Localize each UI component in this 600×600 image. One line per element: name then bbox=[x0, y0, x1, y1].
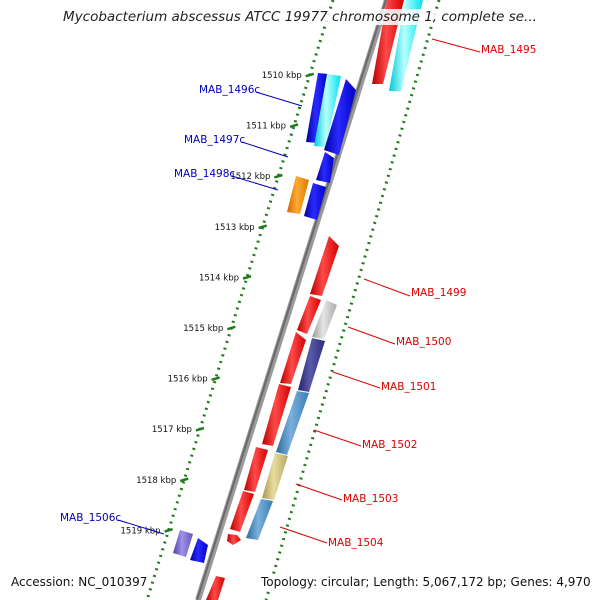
tick-label-1512: 1512 kbp bbox=[230, 172, 270, 182]
cds-feature-mab-1502[interactable] bbox=[276, 391, 309, 455]
tick-label-1514: 1514 kbp bbox=[199, 273, 239, 283]
label-leaders bbox=[117, 38, 481, 544]
backbone bbox=[195, 0, 390, 600]
map-title: Mycobacterium abscessus ATCC 19977 chrom… bbox=[0, 9, 600, 25]
tick-label-1519: 1519 kbp bbox=[121, 526, 161, 536]
tick-mark-1518 bbox=[179, 477, 189, 483]
leader-mab-1504 bbox=[279, 526, 328, 544]
cds-feature-mab-1506c-blue[interactable] bbox=[190, 538, 208, 563]
cds-feature-mab-1496c-blue[interactable] bbox=[306, 73, 328, 143]
cds-feature-mab-1498c-blue[interactable] bbox=[304, 183, 326, 220]
cds-feature-mab-1502-red[interactable] bbox=[262, 384, 291, 446]
cds-feature-mab-1504[interactable] bbox=[246, 499, 273, 540]
genes-label: Genes: bbox=[510, 575, 553, 589]
reverse-strand-features bbox=[173, 73, 356, 563]
cds-feature-mab-1499[interactable] bbox=[310, 236, 339, 296]
tick-mark-1515 bbox=[226, 325, 236, 331]
forward-strand-features bbox=[206, 0, 423, 600]
leader-mab-1499 bbox=[363, 278, 411, 297]
cds-feature-mab-1498c[interactable] bbox=[287, 176, 309, 214]
cds-feature-mab-1500[interactable] bbox=[312, 300, 337, 339]
tick-mark-1517 bbox=[195, 426, 205, 432]
topology-label: Topology: bbox=[261, 575, 318, 589]
tick-mark-1512 bbox=[274, 173, 283, 179]
tick-label-1515: 1515 kbp bbox=[183, 324, 223, 334]
cds-feature-mab-1501[interactable] bbox=[298, 338, 325, 392]
accession-info: Accession: NC_010397 bbox=[9, 575, 150, 589]
cds-feature-bottom-red[interactable] bbox=[206, 576, 225, 600]
label-mab-1499[interactable]: MAB_1499 bbox=[411, 287, 466, 299]
sequence-summary: Topology: circular; Length: 5,067,172 bp… bbox=[259, 575, 593, 589]
topology-value: circular bbox=[320, 575, 366, 589]
label-mab-1502[interactable]: MAB_1502 bbox=[362, 439, 417, 451]
leader-mab-1501 bbox=[332, 371, 381, 389]
label-mab-1496c[interactable]: MAB_1496c bbox=[199, 84, 260, 96]
tick-label-1510: 1510 kbp bbox=[262, 71, 302, 81]
tick-mark-1516 bbox=[211, 376, 220, 381]
length-value: 5,067,172 bp bbox=[422, 575, 503, 589]
tick-mark-1511 bbox=[289, 123, 299, 128]
cds-feature-mab-1503-red-2[interactable] bbox=[230, 491, 254, 532]
leader-mab-1498c bbox=[231, 175, 279, 191]
leader-mab-1506c bbox=[117, 519, 165, 535]
accession-label: Accession: bbox=[11, 575, 75, 589]
label-mab-1495[interactable]: MAB_1495 bbox=[481, 44, 536, 56]
cds-feature-mab-1497c[interactable] bbox=[324, 79, 356, 155]
tick-label-1516: 1516 kbp bbox=[168, 375, 208, 385]
label-mab-1504[interactable]: MAB_1504 bbox=[328, 537, 384, 549]
tick-label-1517: 1517 kbp bbox=[152, 425, 192, 435]
tick-label-1518: 1518 kbp bbox=[136, 476, 176, 486]
gene-labels: MAB_1495 MAB_1499 MAB_1500 MAB_1501 MAB_… bbox=[60, 44, 536, 549]
accession-value: NC_010397 bbox=[78, 575, 148, 589]
tick-label-1511: 1511 kbp bbox=[246, 122, 286, 132]
tick-mark-1519 bbox=[164, 528, 173, 533]
tick-label-1513: 1513 kbp bbox=[215, 223, 255, 233]
cds-feature-mab-1503[interactable] bbox=[262, 453, 288, 500]
leader-mab-1503 bbox=[295, 483, 343, 501]
length-label: Length: bbox=[373, 575, 419, 589]
tick-mark-1510 bbox=[305, 72, 315, 78]
leader-mab-1496c bbox=[255, 91, 303, 107]
cds-feature-mab-1503-red[interactable] bbox=[244, 447, 268, 492]
cds-feature-mab-1504-small[interactable] bbox=[227, 534, 241, 545]
label-mab-1503[interactable]: MAB_1503 bbox=[343, 493, 398, 505]
cds-feature-mab-1500-red[interactable] bbox=[297, 296, 321, 334]
leader-mab-1495 bbox=[431, 38, 481, 53]
tick-mark-1513 bbox=[258, 224, 268, 230]
tick-mark-1514 bbox=[242, 275, 252, 280]
label-mab-1501[interactable]: MAB_1501 bbox=[381, 381, 436, 393]
label-mab-1498c[interactable]: MAB_1498c bbox=[174, 168, 235, 180]
scale-ticks: 1510 kbp 1511 kbp 1512 kbp 1513 kbp 1514 kbp… bbox=[121, 71, 315, 536]
cds-feature-mab-1496c[interactable] bbox=[314, 74, 341, 147]
leader-mab-1500 bbox=[347, 326, 396, 345]
label-mab-1500[interactable]: MAB_1500 bbox=[396, 336, 451, 348]
cds-feature-mab-1501-red[interactable] bbox=[280, 332, 306, 384]
cds-feature-mab-1497c-2[interactable] bbox=[316, 152, 334, 183]
cds-feature-mab-1506c[interactable] bbox=[173, 530, 193, 557]
genes-value: 4,970 bbox=[556, 575, 591, 589]
label-mab-1497c[interactable]: MAB_1497c bbox=[184, 134, 245, 146]
leader-mab-1502 bbox=[313, 429, 362, 447]
leader-mab-1497c bbox=[241, 141, 289, 158]
label-mab-1506c[interactable]: MAB_1506c bbox=[60, 512, 121, 524]
